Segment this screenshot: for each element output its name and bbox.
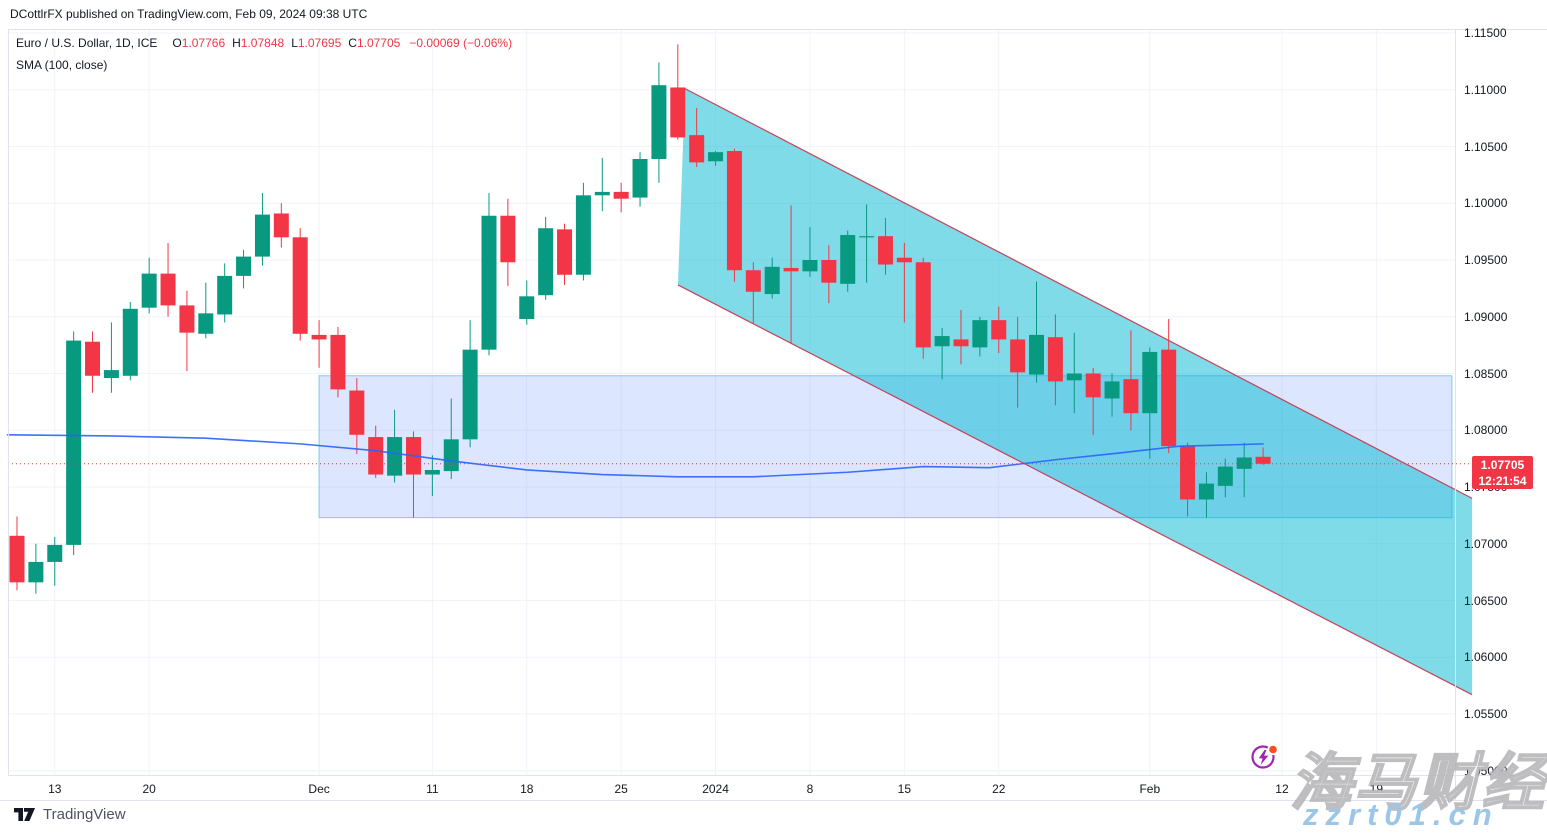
- bar-countdown: 12:21:54: [1478, 474, 1527, 488]
- time-axis-separator: [8, 775, 1547, 776]
- time-tick: Dec: [308, 782, 330, 796]
- quick-idea-lightning-icon[interactable]: [1248, 741, 1280, 773]
- price-tick: 1.06000: [1464, 650, 1508, 665]
- price-tick: 1.09500: [1464, 253, 1508, 267]
- ohlc-close-key: C: [348, 36, 357, 50]
- time-tick: 11: [426, 782, 439, 796]
- symbol-legend: Euro / U.S. Dollar, 1D, ICE O1.07766 H1.07…: [16, 36, 512, 50]
- frame-top-border: [8, 29, 1547, 30]
- time-tick: 18: [520, 782, 534, 796]
- ohlc-high-key: H: [232, 36, 241, 50]
- tradingview-logo-text: TradingView: [43, 806, 126, 823]
- price-change: −0.00069 (−0.06%): [409, 36, 513, 50]
- footer-separator: [0, 800, 1547, 801]
- ohlc-low-value: 1.07695: [297, 36, 342, 50]
- time-tick: 22: [992, 782, 1006, 796]
- ohlc-open-value: 1.07766: [181, 36, 226, 50]
- frame-left-border: [8, 29, 9, 775]
- price-tick: 1.08500: [1464, 366, 1508, 381]
- ohlc-low-key: L: [291, 36, 298, 50]
- time-tick: 20: [142, 782, 156, 796]
- last-price-label: 1.07705 12:21:54: [1472, 456, 1533, 489]
- time-tick: 13: [48, 782, 62, 796]
- time-tick: 15: [897, 782, 912, 796]
- symbol-title[interactable]: Euro / U.S. Dollar, 1D, ICE: [16, 36, 158, 50]
- time-tick: 25: [614, 782, 628, 796]
- publish-attribution: DCottlrFX published on TradingView.com, …: [10, 7, 368, 21]
- price-tick: 1.10500: [1464, 139, 1508, 154]
- ohlc-close-value: 1.07705: [356, 36, 401, 50]
- watermark-site-name: 海马财经: [1289, 748, 1547, 819]
- watermark-site-url: zzrt01.cn: [1303, 797, 1499, 832]
- price-tick: 1.11000: [1464, 82, 1507, 97]
- last-price-value: 1.07705: [1480, 458, 1525, 472]
- price-tick: 1.05500: [1464, 707, 1508, 721]
- price-axis-separator: [1455, 29, 1456, 800]
- ohlc-high-value: 1.07848: [240, 36, 285, 50]
- tradingview-footer[interactable]: TradingView: [13, 806, 126, 823]
- price-tick: 1.10000: [1464, 196, 1508, 211]
- price-tick: 1.09000: [1464, 309, 1508, 324]
- ohlc-open-key: O: [172, 36, 182, 50]
- time-tick: 2024: [702, 782, 729, 796]
- price-tick: 1.05000: [1464, 763, 1508, 778]
- price-tick: 1.07000: [1464, 536, 1508, 551]
- descending-channel-drawing[interactable]: [677, 88, 1473, 696]
- time-tick: 8: [806, 782, 814, 796]
- indicator-legend[interactable]: SMA (100, close): [16, 58, 108, 72]
- time-tick: 12: [1275, 782, 1289, 796]
- candles-layer: [9, 44, 1271, 594]
- price-tick: 1.08000: [1464, 423, 1508, 438]
- price-tick: 1.11500: [1464, 26, 1507, 40]
- tradingview-logo-icon: [13, 807, 36, 822]
- time-tick: 19: [1369, 782, 1384, 796]
- time-tick: Feb: [1139, 782, 1161, 796]
- sma-100-line[interactable]: [6, 433, 1264, 478]
- price-tick: 1.06500: [1464, 593, 1508, 608]
